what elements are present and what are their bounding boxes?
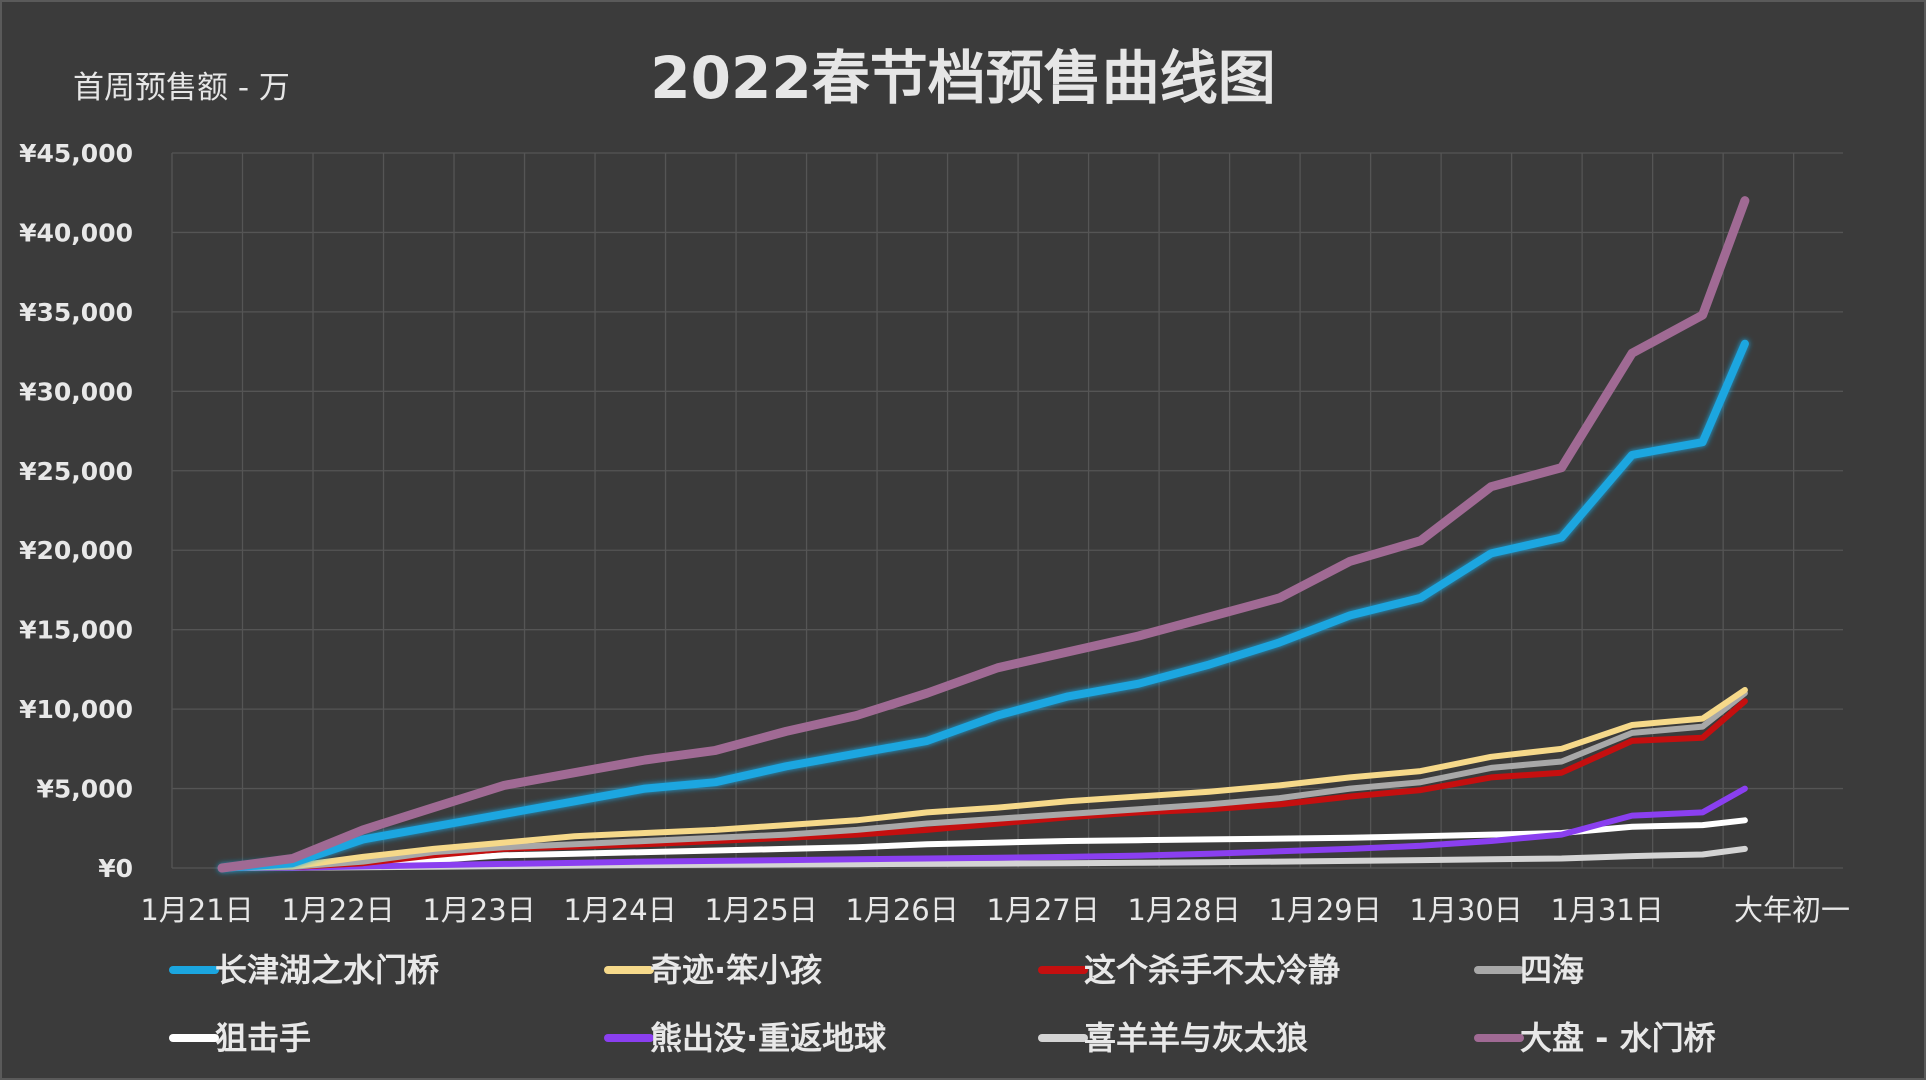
x-tick-label: 1月29日 xyxy=(1268,893,1381,927)
y-tick-labels: ¥0 ¥5,000 ¥10,000 ¥15,000 ¥20,000 ¥25,000 ¥30,… xyxy=(19,139,133,883)
series-line xyxy=(219,687,1748,871)
series-line xyxy=(219,690,1748,871)
series-line xyxy=(217,196,1750,873)
y-tick-label: ¥45,000 xyxy=(19,139,133,168)
chart-title: 2022春节档预售曲线图 xyxy=(650,44,1275,112)
x-tick-label: 1月28日 xyxy=(1127,893,1240,927)
series-line xyxy=(218,339,1749,872)
x-tick-label: 1月25日 xyxy=(704,893,817,927)
x-tick-label: 1月27日 xyxy=(986,893,1099,927)
legend-label: 狙击手 xyxy=(215,1019,311,1057)
x-tick-label: 1月23日 xyxy=(422,893,535,927)
x-tick-label: 1月26日 xyxy=(845,893,958,927)
x-tick-label: 1月22日 xyxy=(281,893,394,927)
legend-label: 四海 xyxy=(1520,951,1584,989)
y-tick-label: ¥15,000 xyxy=(19,616,133,645)
x-tick-label: 1月24日 xyxy=(563,893,676,927)
y-tick-label: ¥5,000 xyxy=(37,775,133,804)
x-tick-label: 大年初一 xyxy=(1734,893,1850,927)
legend-label: 熊出没·重返地球 xyxy=(650,1019,887,1057)
legend-label: 大盘 - 水门桥 xyxy=(1520,1019,1716,1057)
x-tick-label: 1月21日 xyxy=(140,893,253,927)
x-tick-label: 1月31日 xyxy=(1550,893,1663,927)
legend-label: 奇迹·笨小孩 xyxy=(650,951,822,989)
series-line xyxy=(219,817,1748,871)
legend-label: 喜羊羊与灰太狼 xyxy=(1084,1019,1308,1057)
series-line xyxy=(219,785,1748,871)
legend-label: 长津湖之水门桥 xyxy=(215,951,439,989)
x-tick-label: 1月30日 xyxy=(1409,893,1522,927)
y-tick-label: ¥35,000 xyxy=(19,298,133,327)
x-tick-labels: 1月21日 1月22日 1月23日 1月24日 1月25日 1月26日 1月27日 1月28日… xyxy=(140,893,1850,927)
y-tick-label: ¥20,000 xyxy=(19,536,133,565)
y-tick-label: ¥40,000 xyxy=(19,218,133,247)
y-tick-label: ¥30,000 xyxy=(19,377,133,406)
legend-label: 这个杀手不太冷静 xyxy=(1084,951,1340,989)
y-axis-label: 首周预售额 - 万 xyxy=(73,70,290,106)
y-tick-label: ¥10,000 xyxy=(19,695,133,724)
y-tick-label: ¥0 xyxy=(98,854,133,883)
y-tick-label: ¥25,000 xyxy=(19,457,133,486)
series-lines xyxy=(217,196,1750,873)
